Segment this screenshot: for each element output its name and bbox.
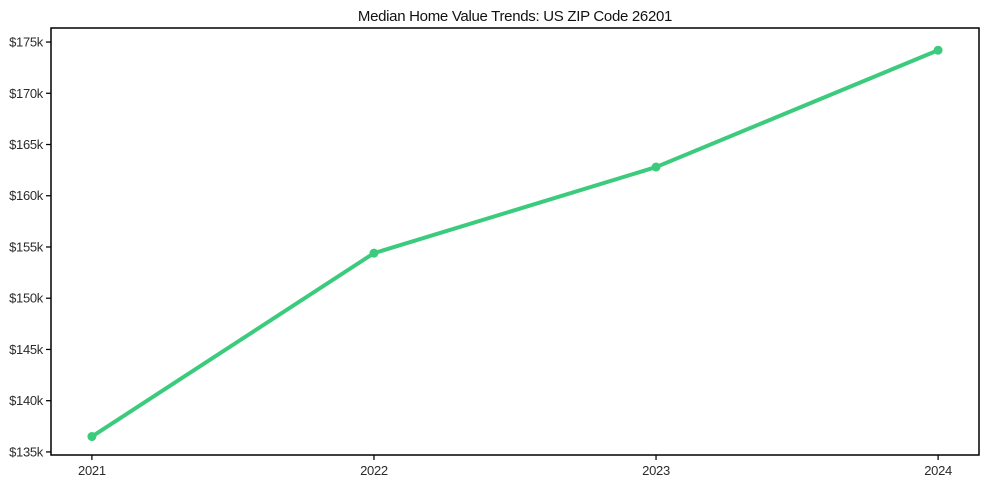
y-tick-label: $155k xyxy=(9,239,44,254)
y-axis: $135k $140k $145k $150k $155k $160k $165k $170k… xyxy=(9,35,51,459)
y-tick-label: $170k xyxy=(9,86,44,101)
data-point-marker xyxy=(933,45,943,55)
y-tick-label: $175k xyxy=(9,35,44,50)
y-tick-label: $160k xyxy=(9,188,44,203)
data-point-marker xyxy=(369,248,379,258)
y-tick-label: $145k xyxy=(9,342,44,357)
data-point-marker xyxy=(87,432,97,442)
trend-line-series xyxy=(87,45,943,442)
data-point-marker xyxy=(651,162,661,172)
y-tick-label: $135k xyxy=(9,444,44,459)
x-tick-label: 2023 xyxy=(642,463,670,478)
chart-title: Median Home Value Trends: US ZIP Code 26… xyxy=(358,8,672,25)
trend-line xyxy=(89,48,941,439)
x-tick-label: 2024 xyxy=(924,463,952,478)
y-tick-label: $150k xyxy=(9,291,44,306)
y-tick-label: $165k xyxy=(9,137,44,152)
y-tick-label: $140k xyxy=(9,393,44,408)
x-tick-label: 2021 xyxy=(78,463,106,478)
x-axis: 2021 2022 2023 2024 xyxy=(78,455,952,478)
x-tick-label: 2022 xyxy=(360,463,388,478)
plot-area-border xyxy=(50,27,980,456)
